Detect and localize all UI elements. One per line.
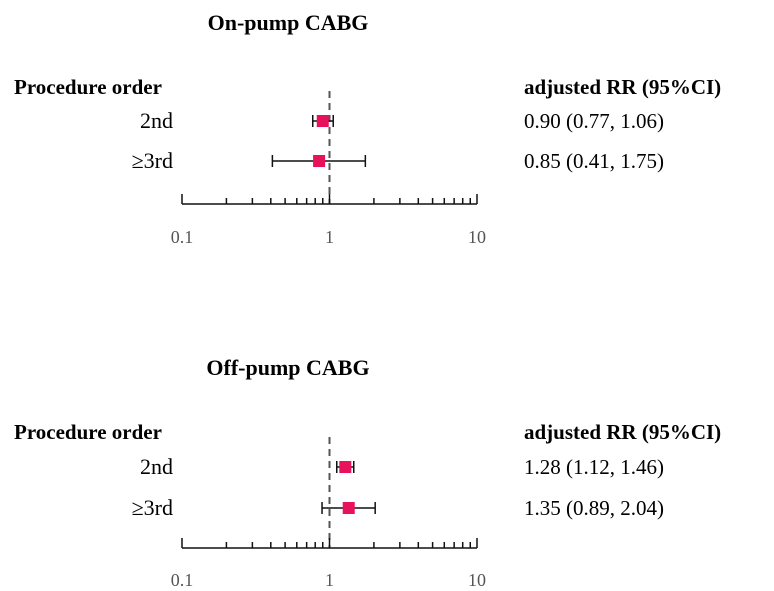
rr-value-label: 1.35 (0.89, 2.04): [524, 496, 664, 520]
panel-title: Off-pump CABG: [206, 355, 369, 380]
x-tick-label: 0.1: [171, 227, 194, 247]
row-label: ≥3rd: [132, 148, 173, 173]
estimate-marker: [339, 461, 352, 473]
estimate-marker: [342, 502, 355, 514]
rr-value-label: 0.85 (0.41, 1.75): [524, 149, 664, 173]
right-header: adjusted RR (95%CI): [524, 75, 721, 99]
rr-value-label: 1.28 (1.12, 1.46): [524, 455, 664, 479]
panel-title: On-pump CABG: [208, 10, 369, 35]
forest-panel-1: On-pump CABG Procedure order adjusted RR (…: [14, 10, 721, 247]
x-tick-label: 0.1: [171, 570, 194, 590]
right-header: adjusted RR (95%CI): [524, 420, 721, 444]
x-tick-label: 1: [325, 570, 334, 590]
estimate-marker: [316, 115, 329, 127]
rr-value-label: 0.90 (0.77, 1.06): [524, 109, 664, 133]
estimate-marker: [313, 155, 326, 167]
x-tick-label: 10: [468, 227, 486, 247]
row-label: 2nd: [140, 454, 173, 479]
x-tick-label: 1: [325, 227, 334, 247]
left-header: Procedure order: [14, 420, 162, 444]
row-label: 2nd: [140, 108, 173, 133]
x-tick-label: 10: [468, 570, 486, 590]
left-header: Procedure order: [14, 75, 162, 99]
forest-panel-2: Off-pump CABG Procedure order adjusted RR …: [14, 355, 721, 590]
row-label: ≥3rd: [132, 495, 173, 520]
